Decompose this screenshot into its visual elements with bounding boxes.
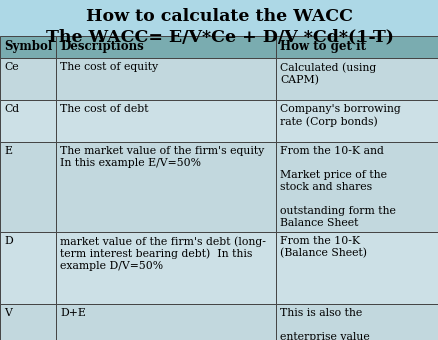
Bar (0, 100, 56, 142)
Bar (0, 232, 56, 304)
Text: How to calculate the WACC: How to calculate the WACC (86, 8, 352, 25)
Text: Company's borrowing
rate (Corp bonds): Company's borrowing rate (Corp bonds) (279, 104, 400, 127)
Bar (56, 232, 276, 304)
Bar (56, 142, 276, 232)
Bar (276, 58, 438, 100)
Text: How to get it: How to get it (279, 40, 365, 53)
Bar (276, 100, 438, 142)
Text: Symbol: Symbol (4, 40, 52, 53)
Bar (0, 58, 56, 100)
Bar (56, 58, 276, 100)
Bar (276, 304, 438, 340)
Text: The cost of debt: The cost of debt (60, 104, 148, 114)
Bar (56, 100, 276, 142)
Text: The WACC= E/V*Ce + D/V *Cd*(1-T): The WACC= E/V*Ce + D/V *Cd*(1-T) (46, 28, 392, 45)
Bar (276, 232, 438, 304)
Text: The market value of the firm's equity
In this example E/V=50%: The market value of the firm's equity In… (60, 146, 264, 168)
Text: D: D (4, 236, 13, 246)
Text: From the 10-K
(Balance Sheet): From the 10-K (Balance Sheet) (279, 236, 366, 258)
Text: Ce: Ce (4, 62, 18, 72)
Bar (0, 304, 56, 340)
Text: market value of the firm's debt (long-
term interest bearing debt)  In this
exam: market value of the firm's debt (long- t… (60, 236, 265, 271)
Bar (0, 142, 56, 232)
Text: E: E (4, 146, 12, 156)
Bar (56, 304, 276, 340)
Text: Calculated (using
CAPM): Calculated (using CAPM) (279, 62, 375, 85)
Text: The cost of equity: The cost of equity (60, 62, 158, 72)
Bar (276, 142, 438, 232)
Text: Cd: Cd (4, 104, 19, 114)
Bar (276, 36, 438, 58)
Bar (56, 36, 276, 58)
Text: From the 10-K and

Market price of the
stock and shares

outstanding form the
Ba: From the 10-K and Market price of the st… (279, 146, 395, 228)
Text: V: V (4, 308, 12, 318)
Text: Descriptions: Descriptions (60, 40, 143, 53)
Bar (0, 36, 56, 58)
Text: This is also the

enterprise value: This is also the enterprise value (279, 308, 369, 340)
Text: D+E: D+E (60, 308, 86, 318)
